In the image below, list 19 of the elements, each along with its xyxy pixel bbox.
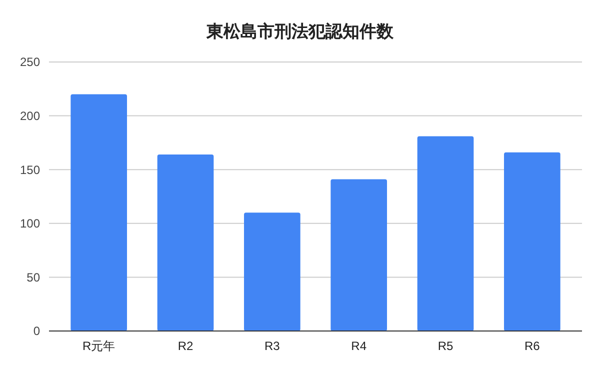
x-tick-label: R4 [351, 339, 367, 353]
x-tick-label: R6 [524, 339, 540, 353]
bar [244, 212, 300, 331]
y-tick-label: 250 [20, 55, 40, 70]
y-tick-label: 200 [20, 109, 40, 123]
x-tick-label: R3 [264, 339, 280, 353]
bar [157, 154, 214, 331]
chart-title: 東松島市刑法犯認知件数 [206, 22, 394, 41]
y-tick-label: 100 [20, 216, 40, 231]
x-tick-label: R元年 [82, 339, 116, 353]
bar [417, 136, 474, 331]
bar [70, 94, 127, 331]
y-tick-label: 50 [26, 270, 40, 284]
x-tick-label: R2 [178, 339, 194, 353]
bar [330, 179, 387, 331]
bar [504, 152, 560, 331]
y-tick-label: 0 [33, 324, 40, 338]
y-tick-label: 150 [20, 162, 40, 177]
x-tick-label: R5 [438, 339, 454, 353]
